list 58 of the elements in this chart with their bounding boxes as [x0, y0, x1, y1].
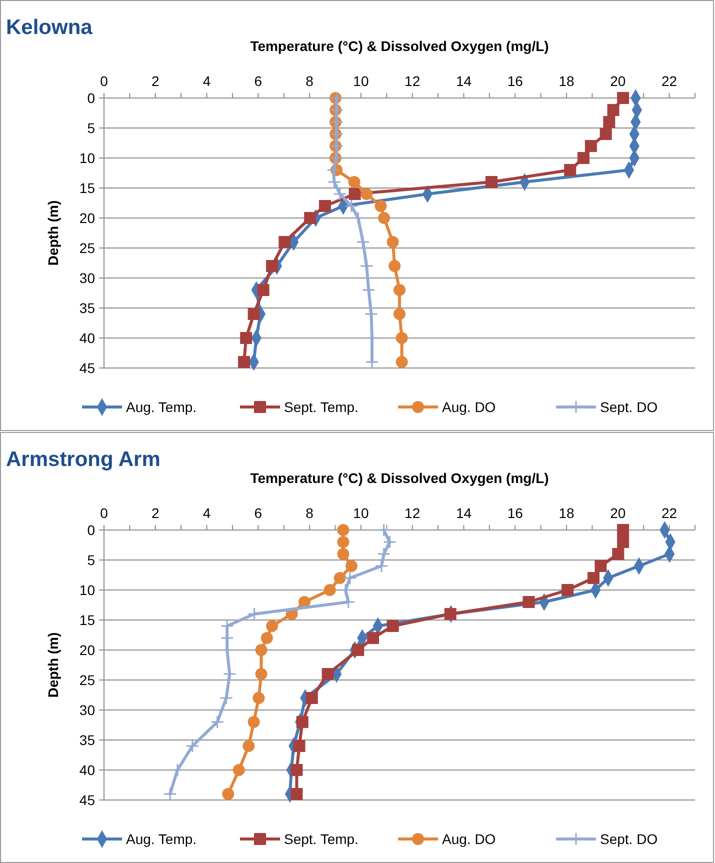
y-tick-label: 35 — [79, 300, 96, 316]
x-tick-label: 2 — [151, 73, 160, 89]
y-axis-title: Depth (m) — [45, 200, 61, 266]
y-tick-label: 15 — [79, 180, 96, 196]
x-tick-label: 8 — [306, 505, 314, 521]
x-axis-title: Temperature (°C) & Dissolved Oxygen (mg/L) — [250, 38, 549, 54]
x-tick-label: 6 — [254, 73, 262, 89]
y-tick-label: 25 — [79, 672, 96, 688]
y-tick-label: 25 — [79, 240, 96, 256]
x-tick-label: 0 — [100, 73, 108, 89]
x-tick-label: 22 — [662, 505, 678, 521]
y-tick-label: 45 — [79, 360, 96, 376]
y-tick-label: 5 — [87, 552, 96, 568]
x-tick-label: 18 — [558, 73, 575, 89]
x-tick-label: 12 — [404, 505, 420, 521]
x-tick-label: 4 — [202, 73, 211, 89]
y-tick-label: 45 — [79, 792, 96, 808]
y-tick-label: 15 — [79, 612, 96, 628]
x-tick-label: 16 — [507, 73, 524, 89]
x-tick-label: 4 — [202, 505, 211, 521]
legend-label: Aug. DO — [442, 399, 496, 415]
legend-label: Sept. Temp. — [284, 831, 358, 847]
x-tick-label: 10 — [353, 73, 369, 89]
x-axis-title: Temperature (°C) & Dissolved Oxygen (mg/L) — [250, 470, 549, 486]
y-tick-label: 10 — [79, 582, 96, 598]
legend-label: Sept. DO — [600, 399, 658, 415]
y-tick-label: 0 — [87, 522, 96, 538]
x-tick-label: 14 — [456, 505, 472, 521]
x-tick-label: 2 — [151, 505, 160, 521]
legend-label: Aug. DO — [442, 831, 496, 847]
x-tick-label: 20 — [610, 73, 626, 89]
y-tick-label: 30 — [79, 702, 96, 718]
legend-label: Sept. DO — [600, 831, 658, 847]
chart-title: Kelowna — [6, 16, 93, 39]
x-tick-label: 0 — [100, 505, 108, 521]
y-tick-label: 20 — [79, 642, 96, 658]
x-tick-label: 10 — [353, 505, 369, 521]
x-tick-label: 16 — [507, 505, 524, 521]
y-tick-label: 35 — [79, 732, 96, 748]
x-tick-label: 22 — [662, 73, 678, 89]
x-tick-label: 8 — [306, 73, 314, 89]
x-tick-label: 6 — [254, 505, 262, 521]
legend-label: Aug. Temp. — [126, 831, 197, 847]
y-tick-label: 20 — [79, 210, 96, 226]
y-tick-label: 30 — [79, 270, 96, 286]
x-tick-label: 12 — [404, 73, 420, 89]
x-tick-label: 20 — [610, 505, 626, 521]
x-tick-label: 18 — [558, 505, 575, 521]
chart-title: Armstrong Arm — [6, 448, 160, 471]
x-tick-label: 14 — [456, 73, 472, 89]
y-tick-label: 0 — [87, 90, 96, 106]
y-axis-title: Depth (m) — [45, 632, 61, 698]
legend-label: Sept. Temp. — [284, 399, 358, 415]
legend-label: Aug. Temp. — [126, 399, 197, 415]
y-tick-label: 10 — [79, 150, 96, 166]
y-tick-label: 40 — [79, 330, 96, 346]
y-tick-label: 5 — [87, 120, 96, 136]
y-tick-label: 40 — [79, 762, 96, 778]
